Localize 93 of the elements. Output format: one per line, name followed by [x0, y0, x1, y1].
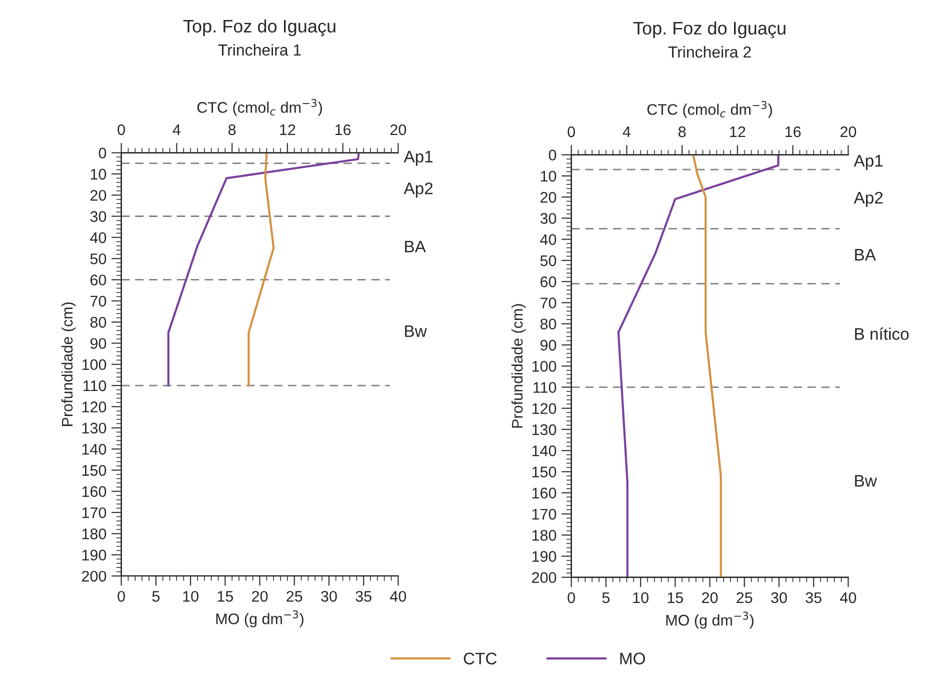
x-tick-label: 30	[321, 590, 337, 602]
x-tick-label: 40	[840, 592, 856, 604]
x2-tick-label: 0	[568, 126, 575, 138]
text: BA	[405, 240, 426, 252]
y-axis-title: Profundidade (cm)	[511, 304, 526, 428]
y-tick-label: 180	[82, 528, 106, 540]
y-tick-label: 100	[532, 360, 556, 372]
y-tick-label: 100	[82, 359, 106, 370]
y-tick-label: 190	[532, 551, 556, 562]
x-tick-label: 15	[668, 592, 684, 604]
x2-tick-label: 4	[172, 124, 180, 136]
y-tick-label: 130	[82, 422, 106, 434]
x2-tick-label: 12	[730, 126, 746, 138]
x-tick-label: 0	[118, 590, 125, 602]
text: Bw	[405, 325, 427, 337]
x-tick-label: 35	[806, 592, 822, 604]
x-tick-label: 30	[771, 592, 787, 604]
x-tick-label: 10	[633, 592, 648, 604]
x-tick-label: 35	[356, 590, 372, 602]
x2-tick-label: 8	[228, 124, 236, 136]
text: BA	[855, 249, 876, 261]
y-tick-label: 20	[540, 192, 556, 203]
y-tick-label: 110	[534, 382, 556, 393]
x2-tick-label: 12	[280, 124, 296, 136]
text: Ap2	[404, 182, 433, 198]
x2-tick-label: 0	[118, 124, 125, 136]
chart-subtitle: Trincheira 1	[218, 44, 301, 56]
y-tick-label: 90	[540, 340, 556, 351]
y-tick-label: 200	[82, 570, 106, 582]
chart-subtitle: Trincheira 2	[668, 46, 751, 58]
x2-tick-label: 20	[840, 126, 856, 138]
text: B nítico	[855, 327, 909, 340]
x-tick-label: 25	[286, 590, 302, 602]
y-tick-label: 50	[540, 255, 556, 266]
legend-label: CTC	[464, 652, 497, 664]
y-tick-label: 10	[540, 170, 556, 182]
y-tick-label: 30	[540, 213, 556, 224]
y-tick-label: 20	[90, 190, 106, 201]
y-tick-label: 70	[540, 298, 556, 308]
y-tick-label: 180	[532, 530, 556, 541]
x-axis-title: MO (g dm$^{−3}$)	[216, 610, 304, 628]
x-tick-label: 20	[252, 590, 268, 602]
y-tick-label: 170	[532, 508, 556, 520]
x2-axis-title: CTC (cmol$_{c}$ dm$^{−3}$)	[647, 100, 772, 118]
x2-tick-label: 20	[390, 124, 406, 136]
x-tick-label: 0	[568, 592, 575, 604]
x-tick-label: 5	[152, 591, 160, 602]
y-tick-label: 0	[98, 148, 106, 158]
y-tick-label: 190	[82, 550, 106, 560]
y-tick-label: 150	[532, 466, 556, 478]
y-tick-label: 60	[90, 274, 106, 286]
x-tick-label: 15	[218, 591, 233, 602]
x-tick-label: 25	[736, 592, 752, 604]
y-tick-label: 50	[90, 253, 106, 264]
text: Ap1	[404, 150, 433, 166]
x2-tick-label: 16	[335, 124, 351, 136]
y-tick-label: 120	[532, 403, 556, 414]
chart-title: Top. Foz do Iguaçu	[183, 19, 336, 36]
y-tick-label: 160	[82, 486, 106, 498]
y-tick-label: 40	[540, 234, 556, 245]
x-axis-title: MO (g dm$^{−3}$)	[666, 612, 754, 629]
y-tick-label: 30	[90, 211, 106, 222]
x2-tick-label: 8	[678, 126, 686, 138]
x2-axis-title: CTC (cmol$_{c}$ dm$^{−3}$)	[197, 98, 322, 116]
y-tick-label: 140	[532, 445, 556, 456]
x-tick-label: 40	[390, 590, 406, 602]
y-tick-label: 0	[548, 150, 556, 160]
y-tick-label: 120	[82, 402, 106, 412]
x-tick-label: 5	[602, 592, 610, 604]
text: Ap2	[854, 192, 883, 207]
y-tick-label: 110	[84, 380, 106, 392]
y-tick-label: 140	[82, 444, 106, 455]
text: Bw	[855, 475, 877, 487]
y-tick-label: 80	[540, 318, 556, 330]
y-tick-label: 40	[90, 232, 106, 244]
y-tick-label: 160	[532, 488, 556, 498]
y-tick-label: 200	[532, 572, 556, 583]
x-tick-label: 10	[183, 590, 198, 602]
legend-label: MO	[620, 652, 645, 664]
y-tick-label: 90	[90, 338, 106, 349]
y-tick-label: 80	[90, 316, 106, 328]
y-tick-label: 70	[90, 296, 106, 307]
y-tick-label: 130	[532, 424, 556, 436]
y-tick-label: 150	[82, 465, 106, 476]
y-tick-label: 60	[540, 276, 556, 288]
x-tick-label: 20	[702, 592, 718, 604]
x2-tick-label: 4	[622, 126, 631, 138]
y-axis-title: Profundidade (cm)	[61, 302, 76, 426]
y-tick-label: 170	[82, 507, 106, 518]
chart-title: Top. Foz do Iguaçu	[633, 21, 786, 38]
x2-tick-label: 16	[786, 126, 801, 138]
text: Ap1	[854, 155, 883, 170]
y-tick-label: 10	[90, 168, 106, 180]
